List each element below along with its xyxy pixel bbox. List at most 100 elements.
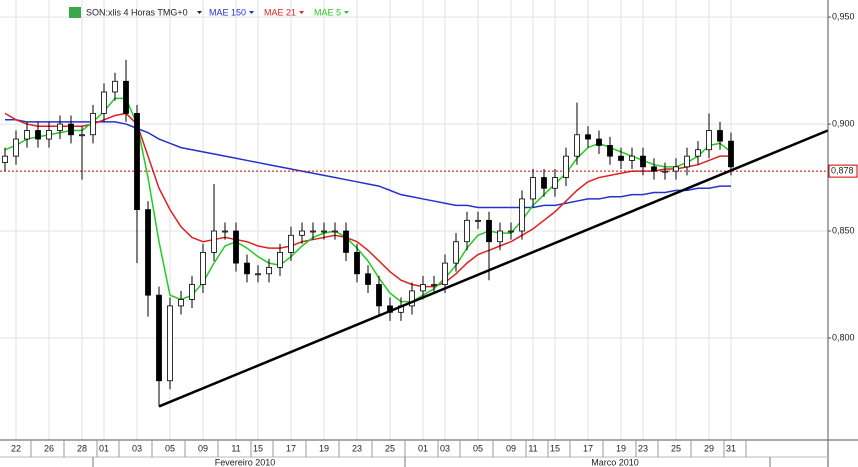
- candle-body: [200, 252, 206, 285]
- chart-title[interactable]: SON:xlis 4 Horas TMG+0: [86, 7, 188, 17]
- candle-body: [46, 130, 52, 140]
- y-tick-label: 0,950: [832, 11, 855, 21]
- candle-body: [332, 230, 338, 233]
- candle-body: [2, 155, 8, 163]
- trendline: [158, 129, 829, 408]
- y-tick-label: 0,900: [832, 118, 855, 128]
- dropdown-arrow[interactable]: [344, 11, 350, 14]
- candle-body: [145, 209, 151, 296]
- candle-body: [134, 112, 140, 211]
- dropdown-arrow[interactable]: [299, 11, 305, 14]
- x-tick-label: 03: [440, 443, 450, 453]
- candle-body: [35, 130, 41, 140]
- candle-body: [57, 123, 63, 131]
- candle-body: [585, 134, 591, 140]
- x-tick-label: 29: [704, 443, 714, 453]
- candle-body: [156, 294, 162, 382]
- candle-body: [233, 230, 239, 264]
- grid: [0, 0, 828, 440]
- candle-body: [497, 230, 503, 243]
- candle-body: [299, 230, 305, 236]
- candle-body: [552, 177, 558, 189]
- candle-body: [277, 252, 283, 268]
- candle-body: [365, 273, 371, 285]
- x-tick-label: 26: [44, 443, 54, 453]
- candle-body: [420, 284, 426, 292]
- candle-body: [255, 273, 261, 276]
- candle-body: [211, 230, 217, 253]
- moving-average-line: [5, 119, 731, 209]
- legend-entry[interactable]: MAE 5: [314, 7, 341, 17]
- x-tick-label: 01: [99, 443, 109, 453]
- candle-body: [442, 262, 448, 285]
- candle-body: [178, 299, 184, 307]
- plot: [0, 59, 829, 408]
- candle-body: [79, 134, 85, 137]
- candle-body: [596, 138, 602, 146]
- legend-entry[interactable]: MAE 150: [209, 7, 246, 17]
- candle-body: [530, 177, 536, 200]
- x-tick-label: 11: [231, 443, 240, 453]
- candle-body: [728, 140, 734, 168]
- x-tick-label: 17: [286, 443, 296, 453]
- candle-body: [508, 230, 514, 233]
- x-tick-label: 23: [638, 443, 648, 453]
- x-tick-label: 19: [616, 443, 626, 453]
- candle-body: [640, 155, 646, 168]
- candle-body: [618, 155, 624, 161]
- x-tick-label: 09: [506, 443, 516, 453]
- x-tick-label: 15: [253, 443, 263, 453]
- dropdown-arrow[interactable]: [249, 11, 255, 14]
- symbol-icon[interactable]: [69, 7, 81, 18]
- x-tick-label: 25: [385, 443, 395, 453]
- candle-body: [695, 149, 701, 157]
- candle-body: [343, 230, 349, 253]
- x-tick-label: 28: [77, 443, 87, 453]
- x-tick-label: 05: [473, 443, 483, 453]
- candle-body: [266, 266, 272, 275]
- candle-body: [189, 284, 195, 300]
- candle-body: [409, 290, 415, 307]
- candle-body: [684, 155, 690, 168]
- candle-body: [431, 284, 437, 286]
- x-tick-label: 25: [671, 443, 681, 453]
- candle-body: [563, 155, 569, 178]
- candle-body: [288, 234, 294, 253]
- x-tick-label: 03: [132, 443, 142, 453]
- legend-entry[interactable]: MAE 21: [264, 7, 296, 17]
- candle-body: [13, 138, 19, 157]
- candle-body: [607, 145, 613, 157]
- legend: MAE 150 MAE 21 MAE 5: [209, 7, 350, 17]
- x-tick-label: 01: [418, 443, 428, 453]
- candle-body: [662, 170, 668, 173]
- candle-body: [167, 305, 173, 382]
- month-label: Fevereiro 2010: [215, 457, 276, 467]
- x-tick-label: 11: [528, 443, 537, 453]
- candle-body: [310, 230, 316, 233]
- x-tick-label: 15: [550, 443, 560, 453]
- candle-body: [464, 219, 470, 243]
- candle-body: [376, 284, 382, 307]
- x-tick-label: 17: [583, 443, 593, 453]
- y-tick-label: 0,850: [832, 225, 855, 235]
- candle-body: [717, 130, 723, 142]
- candle-body: [651, 166, 657, 172]
- candle-body: [112, 80, 118, 93]
- candle-body: [541, 177, 547, 189]
- candle-body: [244, 262, 250, 275]
- candle-body: [486, 219, 492, 243]
- candle-body: [574, 134, 580, 157]
- candle-body: [354, 252, 360, 275]
- candle-body: [222, 230, 228, 233]
- candle-body: [453, 241, 459, 264]
- dropdown-arrow[interactable]: [197, 11, 202, 14]
- x-tick-label: 19: [319, 443, 329, 453]
- candle-body: [68, 123, 74, 136]
- candle-body: [123, 80, 129, 114]
- x-tick-label: 23: [352, 443, 362, 453]
- candle-body: [706, 130, 712, 151]
- candle-body: [475, 219, 481, 222]
- candle-body: [24, 130, 30, 140]
